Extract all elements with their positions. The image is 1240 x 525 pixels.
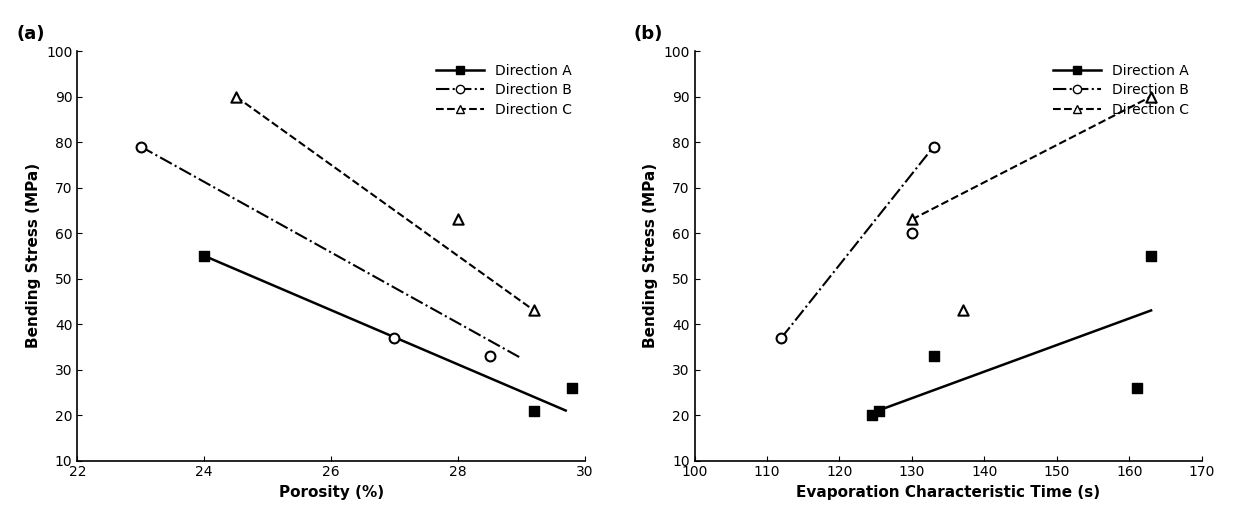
X-axis label: Porosity (%): Porosity (%) — [279, 485, 383, 500]
Point — [226, 92, 246, 101]
Legend: Direction A, Direction B, Direction C: Direction A, Direction B, Direction C — [430, 58, 578, 122]
Point — [924, 352, 944, 360]
Point — [952, 306, 972, 314]
Point — [924, 142, 944, 151]
Point — [901, 215, 921, 224]
Point — [1141, 92, 1161, 101]
Point — [901, 229, 921, 237]
Point — [448, 215, 467, 224]
Point — [771, 333, 791, 342]
Point — [869, 406, 889, 415]
Point — [480, 352, 500, 360]
Point — [525, 406, 544, 415]
Point — [525, 306, 544, 314]
Legend: Direction A, Direction B, Direction C: Direction A, Direction B, Direction C — [1047, 58, 1195, 122]
Point — [195, 251, 215, 260]
Point — [131, 142, 151, 151]
Y-axis label: Bending Stress (MPa): Bending Stress (MPa) — [26, 163, 41, 349]
Point — [862, 411, 882, 419]
X-axis label: Evaporation Characteristic Time (s): Evaporation Characteristic Time (s) — [796, 485, 1100, 500]
Y-axis label: Bending Stress (MPa): Bending Stress (MPa) — [642, 163, 657, 349]
Text: (a): (a) — [16, 25, 45, 43]
Point — [384, 333, 404, 342]
Point — [1141, 251, 1161, 260]
Point — [1127, 384, 1147, 392]
Point — [562, 384, 582, 392]
Text: (b): (b) — [634, 25, 663, 43]
